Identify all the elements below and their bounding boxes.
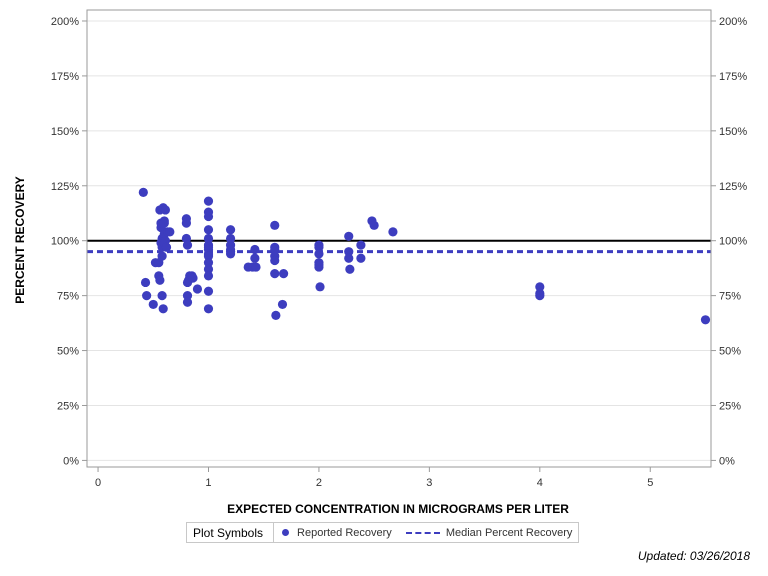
y-axis-title: PERCENT RECOVERY	[13, 176, 27, 304]
data-point	[314, 242, 324, 252]
data-point	[203, 286, 214, 296]
dashed-line-icon	[405, 531, 440, 534]
data-point	[140, 277, 151, 288]
data-point	[344, 247, 354, 257]
data-point	[157, 291, 167, 301]
legend-title: Plot Symbols	[187, 523, 275, 542]
data-point	[192, 284, 203, 294]
updated-date: Updated: 03/26/2018	[637, 549, 750, 563]
x-tick-label: 1	[205, 477, 211, 489]
y-tick-label-left: 200%	[51, 16, 79, 28]
data-point	[155, 275, 165, 285]
y-tick-label-right: 25%	[719, 400, 741, 412]
y-tick-label-right: 75%	[719, 291, 741, 303]
data-point	[314, 249, 324, 259]
data-point	[203, 211, 214, 222]
data-point	[148, 299, 158, 310]
data-point	[203, 304, 214, 314]
legend-item-median: Median Percent Recovery	[398, 527, 579, 539]
y-tick-label-right: 100%	[719, 236, 747, 248]
data-point	[344, 231, 354, 241]
data-point	[203, 225, 214, 235]
legend-item-reported: Reported Recovery	[274, 527, 398, 539]
x-tick-label: 5	[647, 477, 653, 489]
y-tick-label-left: 175%	[51, 71, 79, 83]
data-point	[203, 264, 214, 274]
x-tick-label: 0	[95, 477, 101, 489]
data-point	[250, 253, 260, 263]
plot-frame	[86, 9, 712, 468]
x-tick-label: 2	[316, 477, 322, 489]
data-point	[388, 227, 398, 237]
data-point	[160, 205, 171, 215]
data-point	[356, 253, 366, 263]
y-tick-label-left: 75%	[57, 291, 79, 303]
data-point	[278, 269, 289, 279]
data-point	[182, 297, 193, 307]
data-point	[138, 187, 148, 197]
data-point	[270, 255, 280, 266]
y-tick-label-left: 25%	[57, 400, 79, 412]
data-point	[203, 196, 214, 206]
y-tick-label-right: 200%	[719, 16, 747, 28]
data-points	[138, 187, 711, 325]
y-tick-label-left: 125%	[51, 181, 79, 193]
data-point	[315, 282, 325, 292]
axes: 0% 0%25% 25%50% 50%75% 75%100% 100%125% 125%15…	[51, 16, 747, 489]
legend: Plot Symbols Reported Recovery Median Pe…	[186, 522, 580, 543]
data-point	[250, 244, 260, 255]
x-tick-label: 3	[426, 477, 432, 489]
data-point	[700, 315, 711, 325]
data-point	[251, 262, 261, 272]
data-point	[159, 218, 169, 228]
data-point	[271, 310, 281, 320]
data-point	[344, 253, 354, 263]
data-point	[270, 269, 280, 279]
data-point	[270, 244, 280, 255]
data-point	[225, 249, 236, 259]
data-point	[182, 240, 193, 250]
data-point	[277, 299, 288, 310]
data-point	[161, 242, 172, 252]
x-axis-title: EXPECTED CONCENTRATION IN MICROGRAMS PER…	[227, 502, 569, 516]
data-point	[203, 251, 214, 261]
data-point	[188, 273, 198, 283]
data-point	[181, 218, 191, 228]
y-tick-label-left: 50%	[57, 346, 79, 358]
data-point	[157, 251, 167, 261]
x-tick-label: 4	[537, 477, 543, 489]
reference-lines	[87, 239, 711, 254]
data-point	[165, 227, 175, 237]
data-point	[225, 225, 236, 235]
y-tick-label-left: 0%	[63, 455, 79, 467]
data-point	[345, 264, 355, 274]
data-point	[369, 220, 379, 230]
data-point	[182, 291, 193, 301]
circle-marker-icon	[282, 529, 290, 536]
data-point	[535, 291, 545, 301]
data-point	[225, 233, 236, 244]
y-tick-label-right: 150%	[719, 126, 747, 138]
y-tick-label-right: 175%	[719, 71, 747, 83]
data-point	[314, 260, 324, 270]
y-tick-label-left: 150%	[51, 126, 79, 138]
y-tick-label-right: 0%	[719, 455, 735, 467]
data-point	[535, 282, 545, 292]
data-point	[203, 233, 214, 244]
data-point	[203, 271, 214, 281]
y-tick-label-right: 125%	[719, 181, 747, 193]
y-tick-label-left: 100%	[51, 236, 79, 248]
data-point	[203, 258, 214, 268]
data-point	[158, 304, 168, 314]
legend-label-reported: Reported Recovery	[297, 526, 392, 539]
data-point	[356, 240, 366, 250]
data-point	[142, 291, 152, 301]
y-tick-label-right: 50%	[719, 346, 741, 358]
legend-label-median: Median Percent Recovery	[445, 526, 573, 539]
data-point	[270, 220, 280, 230]
